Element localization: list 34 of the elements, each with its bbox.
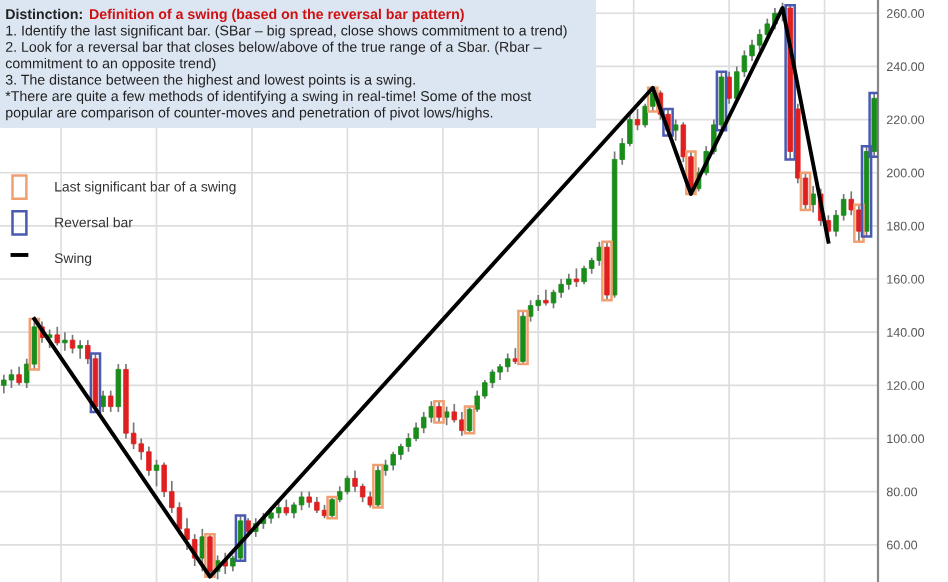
candlestick <box>451 403 457 424</box>
candlestick <box>16 365 22 387</box>
candlestick <box>505 352 511 373</box>
candlestick <box>390 450 396 472</box>
candlestick <box>107 389 114 413</box>
candlestick <box>810 185 816 214</box>
candlestick <box>558 278 564 299</box>
candlestick <box>634 108 641 132</box>
candlestick <box>352 469 358 493</box>
candlestick <box>77 339 83 360</box>
candlestick <box>146 445 152 477</box>
candlestick <box>672 118 679 142</box>
candlestick <box>100 389 106 413</box>
candlestick <box>489 368 496 389</box>
candlestick <box>359 482 366 504</box>
candlestick <box>298 490 305 512</box>
candlestick <box>344 474 351 496</box>
candlestick <box>69 334 76 355</box>
candlestick <box>459 411 465 437</box>
candlestick <box>153 458 160 488</box>
candlestick <box>62 331 68 352</box>
candlestick <box>413 421 419 442</box>
candlestick <box>550 288 557 310</box>
candlestick <box>573 267 580 288</box>
candlestick <box>581 264 587 286</box>
candlestick <box>443 405 450 427</box>
candlestick <box>1 373 7 395</box>
candlestick <box>405 432 412 453</box>
bar <box>784 4 797 161</box>
candlestick <box>8 368 15 389</box>
candlestick <box>421 411 427 435</box>
candlestick <box>726 70 732 105</box>
candlestick <box>54 326 60 347</box>
candlestick <box>115 363 122 413</box>
